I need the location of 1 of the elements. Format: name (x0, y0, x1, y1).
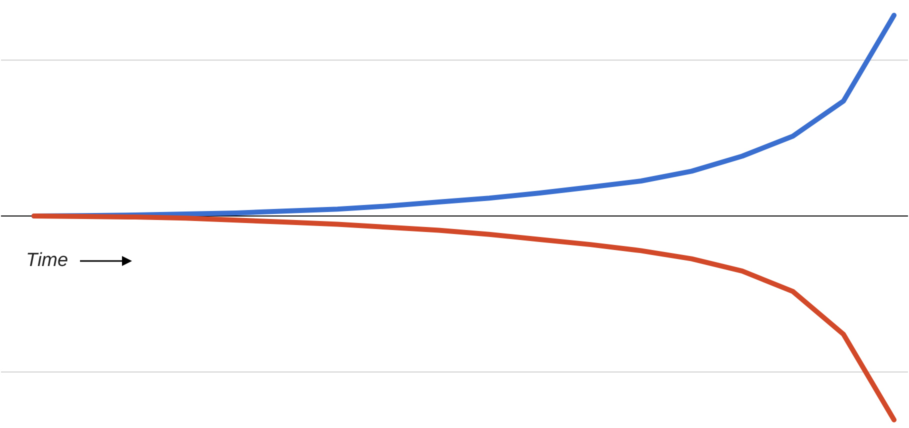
annotation: Time (26, 250, 68, 272)
